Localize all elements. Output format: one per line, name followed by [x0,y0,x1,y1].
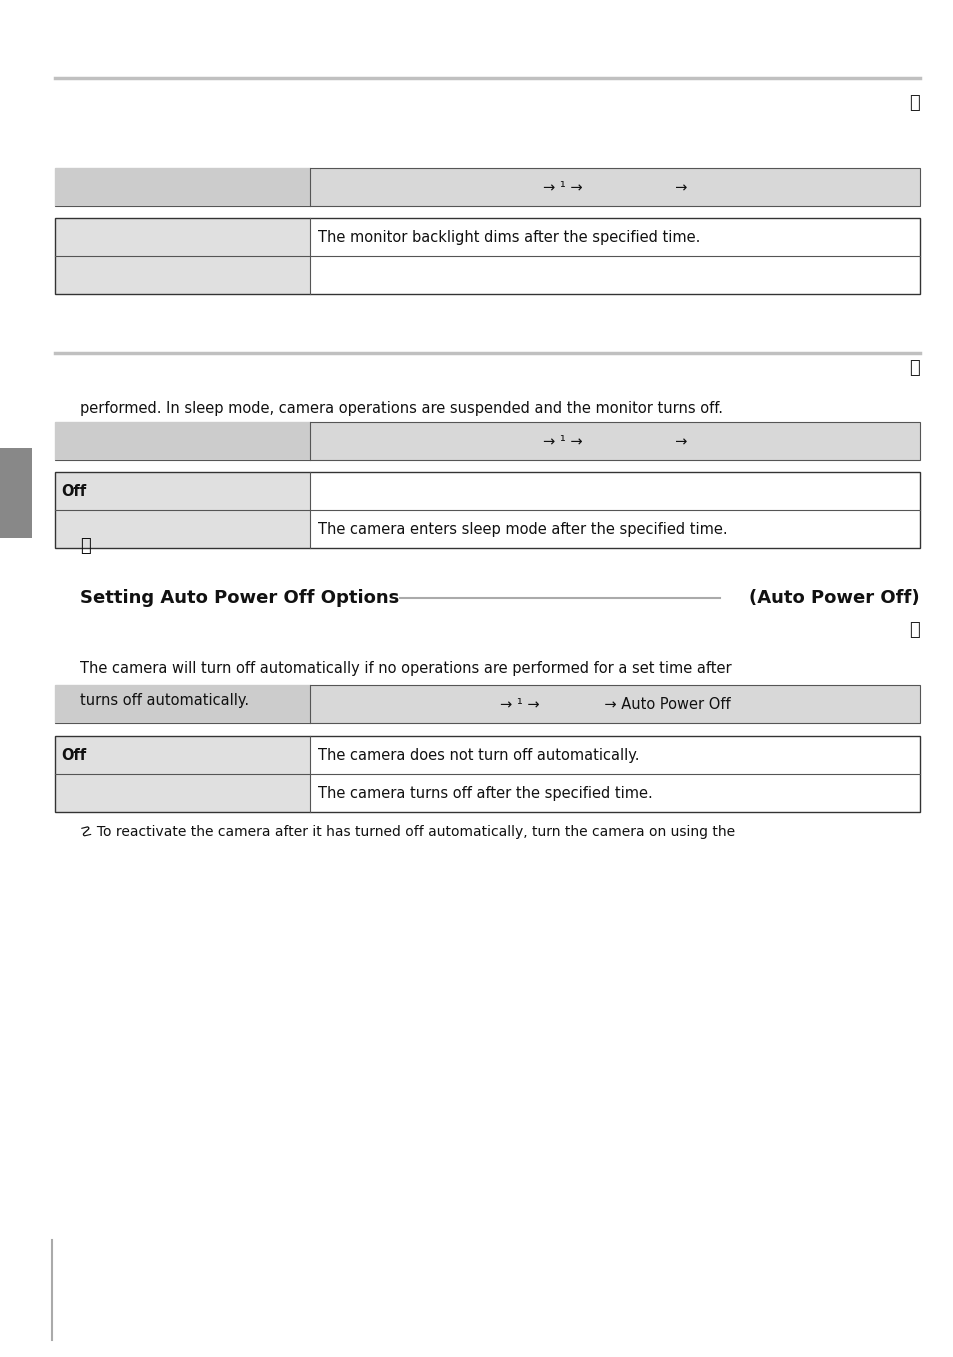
Bar [55,256,310,294]
Text: Off: Off [61,748,86,763]
Bar [55,510,310,548]
Bar [55,422,919,460]
Bar [55,168,310,206]
Bar [310,735,919,773]
Bar [55,168,919,206]
Text: (Auto Power Off): (Auto Power Off) [749,589,919,607]
Bar [55,422,310,460]
Text: The camera does not turn off automatically.: The camera does not turn off automatical… [318,748,639,763]
Bar [310,472,919,510]
Text: Off: Off [61,483,86,498]
Bar [55,472,919,548]
Text: 🎦: 🎦 [908,360,919,377]
Bar [55,472,310,510]
Bar [55,735,919,811]
Text: ⓘ: ⓘ [80,537,91,555]
Bar [55,773,310,811]
Bar [55,218,919,294]
Text: turns off automatically.: turns off automatically. [80,692,249,707]
Bar [310,510,919,548]
Text: 🎦: 🎦 [908,622,919,639]
Text: ☡ To reactivate the camera after it has turned off automatically, turn the camer: ☡ To reactivate the camera after it has … [80,825,735,839]
Bar [55,685,310,723]
Bar [310,773,919,811]
Text: → ¹ →              → Auto Power Off: → ¹ → → Auto Power Off [499,696,730,711]
Text: The monitor backlight dims after the specified time.: The monitor backlight dims after the spe… [318,229,700,244]
Bar [55,735,310,773]
Bar [0,448,32,537]
Text: 🎦: 🎦 [908,94,919,113]
Text: The camera turns off after the specified time.: The camera turns off after the specified… [318,786,652,801]
Text: performed. In sleep mode, camera operations are suspended and the monitor turns : performed. In sleep mode, camera operati… [80,400,722,415]
Bar [310,256,919,294]
Text: The camera enters sleep mode after the specified time.: The camera enters sleep mode after the s… [318,521,727,536]
Text: → ¹ →                    →: → ¹ → → [542,433,686,449]
Text: The camera will turn off automatically if no operations are performed for a set : The camera will turn off automatically i… [80,661,731,676]
Bar [310,218,919,256]
Bar [55,218,310,256]
Bar [55,685,919,723]
Text: Setting Auto Power Off Options: Setting Auto Power Off Options [80,589,399,607]
Text: → ¹ →                    →: → ¹ → → [542,179,686,194]
